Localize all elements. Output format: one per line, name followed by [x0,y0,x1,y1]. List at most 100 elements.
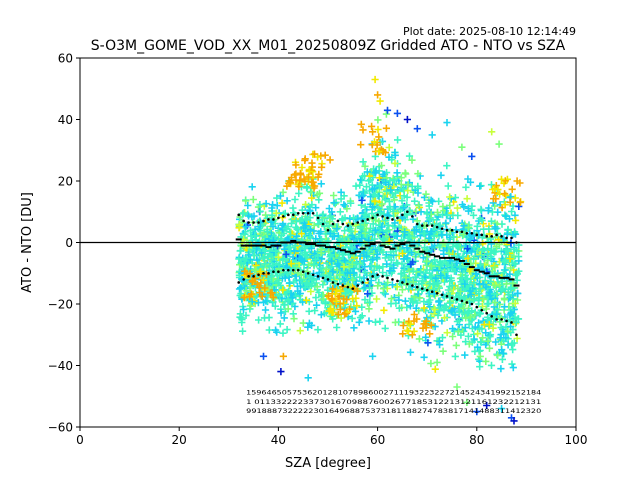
data-point [511,299,519,308]
data-point [317,249,325,257]
data-point [389,207,397,216]
upper-std-marker [341,222,345,226]
data-point [361,263,369,271]
data-point [255,316,263,324]
data-point [276,292,284,300]
data-point [420,353,428,361]
data-point [242,311,250,319]
x-tick-label: 80 [469,433,484,447]
data-point [333,286,341,294]
data-point [501,256,510,264]
data-point [360,248,368,256]
data-point [285,244,293,252]
lower-std-marker [440,293,444,297]
data-point [362,252,371,260]
data-point [375,147,383,156]
data-point [494,186,502,194]
upper-std-marker [510,236,513,240]
data-point [433,208,442,216]
data-point [466,235,475,243]
data-point [401,169,409,177]
data-point [291,242,299,250]
data-point [467,291,475,299]
y-axis-label: ATO - NTO [DU] [20,192,35,293]
data-point [384,222,392,230]
upper-std-marker [470,231,474,235]
data-point [422,190,430,198]
data-point [310,261,318,269]
data-point [462,314,470,322]
bin-count-row: 9918887322222301649688753731811882747838… [246,408,541,415]
data-point [298,163,306,172]
data-point [463,195,471,203]
data-point [439,347,447,355]
data-point [292,292,300,300]
x-axis-ticks: 0 20 40 60 80 100 [76,427,587,447]
data-point [427,228,435,236]
upper-std-marker [282,215,285,218]
data-point [451,352,459,360]
lower-std-marker [475,305,479,309]
data-point [379,234,387,243]
data-point [266,262,274,270]
data-point [276,192,285,200]
data-point [236,310,244,318]
data-point [468,307,476,315]
data-point [425,234,433,242]
data-point [374,91,382,99]
data-point [357,141,365,149]
data-point [336,208,344,216]
data-point [467,247,476,255]
data-point [512,318,520,326]
data-point [497,286,505,294]
data-point [386,267,394,275]
upper-std-marker [500,235,503,238]
upper-std-marker [435,225,439,229]
lower-std-marker [331,281,335,284]
data-point [474,330,482,338]
data-point [235,285,244,293]
lower-std-marker [296,268,300,272]
data-point [294,225,302,234]
data-point [375,244,383,252]
upper-std-marker [371,216,374,220]
data-point [443,329,451,337]
lower-std-marker [277,270,280,274]
data-point [371,235,379,243]
data-point [455,317,463,325]
data-point [261,247,269,255]
lower-std-marker [500,318,503,321]
data-point [443,119,451,127]
data-point [409,299,417,307]
data-point [388,190,396,198]
data-point [493,242,501,251]
lower-std-marker [267,271,270,275]
data-point [397,174,405,182]
lower-std-marker [470,302,474,306]
data-point [511,313,519,321]
upper-std-marker [440,227,444,230]
upper-std-marker [287,213,290,217]
data-point [302,296,310,304]
data-point [320,222,329,230]
data-point [316,265,325,273]
data-point [376,97,384,105]
data-point [337,188,345,196]
data-point [248,298,256,306]
data-point [504,327,512,335]
data-point [315,288,323,297]
y-tick-label: −60 [48,421,73,435]
data-point [358,312,366,320]
data-point [379,268,387,277]
data-point [369,128,377,136]
data-point [429,220,437,228]
data-point [355,265,363,273]
upper-std-marker [262,219,265,223]
data-point [396,205,404,213]
data-point [256,207,264,215]
data-point [361,203,369,211]
lower-std-marker [361,281,365,284]
data-point [303,216,311,224]
data-point [366,298,374,306]
data-point [500,330,508,338]
